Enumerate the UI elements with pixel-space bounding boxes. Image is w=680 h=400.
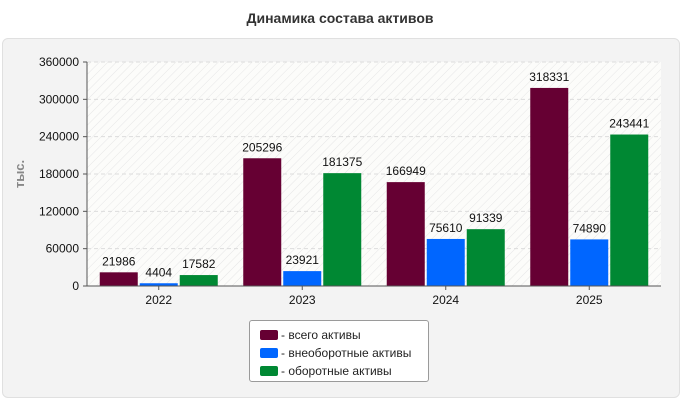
chart-title: Динамика состава активов — [246, 10, 434, 26]
legend: - всего активы - внеоборотные активы - о… — [249, 320, 429, 382]
y-tick-label: 360000 — [39, 55, 79, 69]
y-tick-label: 120000 — [39, 204, 79, 218]
bar — [99, 272, 138, 286]
bar — [179, 275, 218, 286]
legend-item-total: - всего активы — [260, 326, 428, 344]
bar-value-label: 166949 — [386, 164, 426, 178]
y-tick-label: 240000 — [39, 130, 79, 144]
y-axis-label: тыс. — [12, 160, 27, 188]
legend-swatch — [260, 330, 278, 340]
y-tick-label: 60000 — [46, 242, 80, 256]
bar — [530, 87, 569, 287]
x-tick-label: 2025 — [576, 293, 603, 307]
bars: 21986 4404 17582 205296 23921 181375 166949 756… — [99, 70, 650, 287]
bar-value-label: 74890 — [573, 221, 607, 235]
bar — [243, 158, 282, 286]
x-tick-label: 2022 — [145, 293, 172, 307]
legend-swatch — [260, 366, 278, 376]
bar-value-label: 318331 — [529, 70, 569, 84]
bar-value-label: 205296 — [242, 140, 282, 154]
bar-value-label: 23921 — [286, 253, 320, 267]
bar — [426, 238, 465, 286]
legend-label: - внеоборотные активы — [281, 346, 412, 360]
legend-item-noncurrent: - внеоборотные активы — [260, 344, 428, 362]
bar-value-label: 181375 — [322, 155, 362, 169]
legend-swatch — [260, 348, 278, 358]
bar-value-label: 91339 — [469, 211, 503, 225]
y-tick-labels: 0 60000 120000 180000 240000 300000 360000 — [39, 55, 87, 293]
bar-value-label: 75610 — [429, 221, 463, 235]
bar — [283, 271, 322, 286]
y-tick-label: 0 — [72, 279, 79, 293]
bar-value-label: 243441 — [609, 117, 649, 131]
x-tick-label: 2023 — [289, 293, 316, 307]
bar-value-label: 4404 — [145, 265, 172, 279]
bar — [466, 229, 505, 286]
bar — [610, 134, 649, 286]
legend-label: - всего активы — [281, 328, 361, 342]
bar — [386, 182, 425, 286]
bar — [139, 283, 178, 286]
legend-item-current: - оборотные активы — [260, 362, 428, 380]
bar-value-label: 21986 — [102, 254, 136, 268]
x-tick-labels: 2022 2023 2024 2025 — [145, 286, 603, 307]
legend-label: - оборотные активы — [281, 364, 392, 378]
bar — [570, 239, 609, 286]
bar-value-label: 17582 — [182, 257, 216, 271]
x-tick-label: 2024 — [432, 293, 459, 307]
y-tick-label: 300000 — [39, 92, 79, 106]
y-tick-label: 180000 — [39, 167, 79, 181]
bar — [323, 173, 362, 286]
